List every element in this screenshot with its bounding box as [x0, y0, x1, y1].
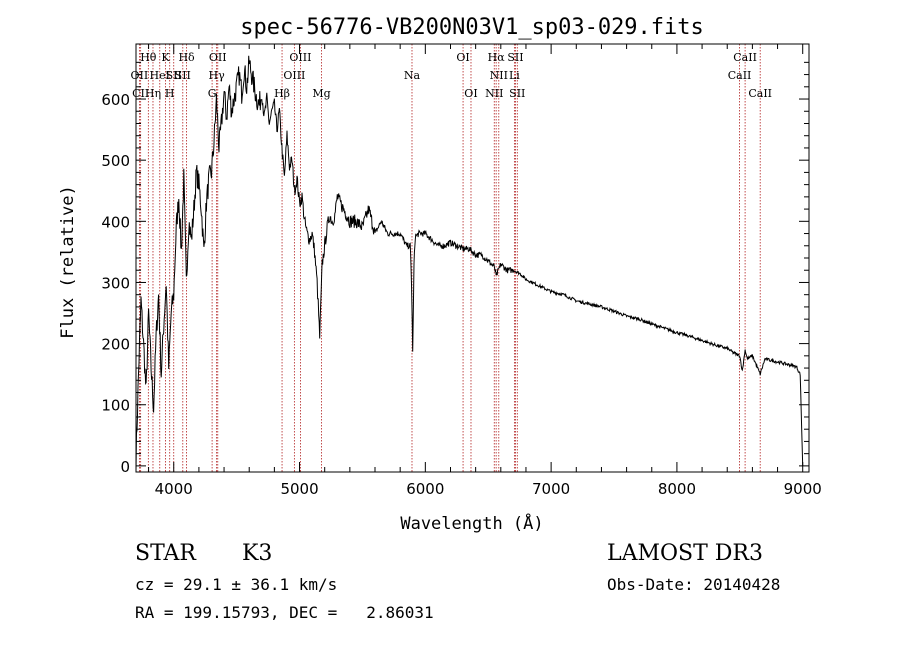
marker-label: Hβ	[274, 87, 290, 100]
plot-frame	[135, 43, 810, 473]
object-class: STAR	[135, 541, 196, 566]
marker-label: Na	[404, 69, 421, 82]
spectrum-line	[135, 55, 804, 472]
marker-label: CaII	[728, 69, 752, 82]
marker-label: CaII	[733, 51, 757, 64]
y-tick-label: 100	[101, 397, 130, 415]
x-tick-label: 6000	[406, 480, 444, 498]
marker-label: G	[208, 87, 217, 100]
y-tick-label: 300	[101, 274, 130, 292]
marker-label: Mg	[312, 87, 330, 100]
marker-label: Hθ	[140, 51, 157, 64]
marker-label: H	[165, 87, 175, 100]
marker-label: NII	[490, 69, 508, 82]
marker-label: OI	[464, 87, 477, 100]
marker-label: HeI	[150, 69, 170, 82]
marker-label: Li	[509, 69, 520, 82]
redshift-value: cz = 29.1 ± 36.1 km/s	[135, 575, 338, 594]
survey-name: LAMOST DR3	[607, 541, 763, 566]
marker-label: OII	[209, 51, 227, 64]
x-tick-label: 4000	[155, 480, 193, 498]
marker-label: Hα	[488, 51, 506, 64]
marker-label: OIII	[283, 69, 305, 82]
y-axis-ticks: 0 100 200 300 400 500 600	[101, 61, 809, 476]
x-axis-label: Wavelength (Å)	[400, 512, 543, 534]
marker-label: OI	[456, 51, 469, 64]
chart-title: spec-56776-VB200N03V1_sp03-029.fits	[240, 15, 704, 40]
marker-label: CaII	[748, 87, 772, 100]
observation-date: Obs-Date: 20140428	[607, 575, 781, 594]
x-tick-label: 9000	[784, 480, 822, 498]
x-axis-ticks: 4000 5000 6000 7000 8000 9000	[148, 44, 822, 498]
y-tick-label: 0	[120, 458, 130, 476]
marker-label: SII	[509, 87, 525, 100]
marker-label: SII	[507, 51, 523, 64]
plot-border	[135, 43, 810, 473]
emission-line-markers	[138, 44, 761, 472]
marker-label: Hη	[145, 87, 161, 100]
x-tick-label: 5000	[280, 480, 318, 498]
object-subclass: K3	[242, 541, 273, 566]
x-tick-label: 7000	[532, 480, 570, 498]
marker-label: SII	[166, 69, 182, 82]
coordinates: RA = 199.15793, DEC = 2.86031	[135, 603, 434, 622]
y-tick-label: 600	[101, 91, 130, 109]
marker-label: Hδ	[178, 51, 195, 64]
marker-label: OII	[131, 69, 149, 82]
x-tick-label: 8000	[658, 480, 696, 498]
marker-label: Hγ	[209, 69, 226, 82]
y-axis-label: Flux (relative)	[58, 185, 78, 339]
y-tick-label: 500	[101, 152, 130, 170]
marker-label: NII	[485, 87, 503, 100]
y-tick-label: 400	[101, 213, 130, 231]
marker-label: SII	[175, 69, 191, 82]
y-tick-label: 200	[101, 336, 130, 354]
marker-label: K	[161, 51, 170, 64]
marker-label: OIII	[289, 51, 311, 64]
